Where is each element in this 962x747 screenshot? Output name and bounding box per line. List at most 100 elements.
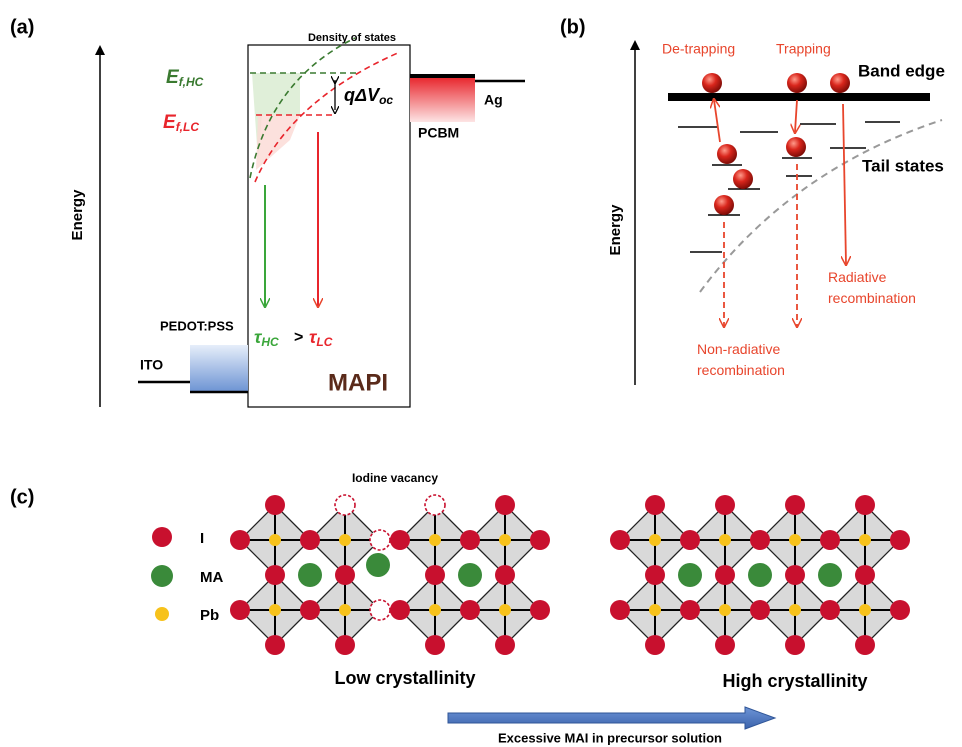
iodine-atom <box>680 600 700 620</box>
low-label: Low crystallinity <box>334 668 475 688</box>
pb-atom <box>719 604 731 616</box>
pb-atom <box>339 534 351 546</box>
panel-c: (c) I MA Pb Iodine vacancy Low crystalli… <box>10 471 868 745</box>
ito-label: ITO <box>140 357 163 373</box>
iodine-atom <box>300 600 320 620</box>
iodine-atom <box>495 565 515 585</box>
ma-molecule <box>748 563 772 587</box>
iodine-atom <box>680 530 700 550</box>
iodine-atom <box>785 565 805 585</box>
iodine-atom <box>390 530 410 550</box>
iodine-atom <box>425 635 445 655</box>
pcbm-band <box>410 77 475 122</box>
pb-atom <box>859 534 871 546</box>
pb-atom <box>859 604 871 616</box>
iodine-atom <box>230 600 250 620</box>
iodine-atom <box>890 530 910 550</box>
vacancy-label: Iodine vacancy <box>352 471 438 485</box>
ma-molecule <box>366 553 390 577</box>
pcbm-label: PCBM <box>418 125 459 141</box>
panel-label: (c) <box>10 486 34 508</box>
iodine-vacancy <box>369 529 391 551</box>
trap-label: Trapping <box>776 41 831 57</box>
iodine-vacancy <box>424 494 446 516</box>
detrap-arrow <box>714 100 721 143</box>
pedot-band <box>190 345 248 392</box>
legend-label: I <box>200 530 204 547</box>
tail-label: Tail states <box>862 156 944 175</box>
panel-b: (b) Energy De-trapping Trapping Band edg… <box>560 16 945 385</box>
pb-atom <box>269 604 281 616</box>
arrow-label: Excessive MAI in precursor solution <box>498 730 722 745</box>
iodine-atom <box>495 635 515 655</box>
pb-atom <box>429 604 441 616</box>
iodine-atom <box>495 495 515 515</box>
iodine-atom <box>715 495 735 515</box>
iodine-atom <box>265 495 285 515</box>
iodine-atom <box>610 600 630 620</box>
iodine-atom <box>890 600 910 620</box>
legend-pb <box>155 607 169 621</box>
iodine-atom <box>460 530 480 550</box>
ma-molecule <box>678 563 702 587</box>
iodine-atom <box>335 635 355 655</box>
tail-levels <box>678 121 900 253</box>
iodine-atom <box>265 565 285 585</box>
iodine-atom <box>335 565 355 585</box>
tail-curve <box>699 119 943 293</box>
lattices <box>230 494 910 655</box>
panel-label: (b) <box>560 16 586 38</box>
pb-atom <box>429 534 441 546</box>
iodine-atom <box>820 530 840 550</box>
iodine-atom <box>265 635 285 655</box>
shade-hc <box>252 73 300 160</box>
tau-lc: τLC <box>309 327 333 349</box>
compare: > <box>294 329 303 346</box>
tau-hc: τHC <box>254 327 279 349</box>
iodine-atom <box>390 600 410 620</box>
iodine-atom <box>230 530 250 550</box>
iodine-atom <box>855 635 875 655</box>
nonrad-label: Non-radiative recombination <box>697 341 785 378</box>
pb-atom <box>269 534 281 546</box>
iodine-atom <box>530 600 550 620</box>
iodine-atom <box>530 530 550 550</box>
pedot-label: PEDOT:PSS <box>160 318 234 333</box>
iodine-atom <box>460 600 480 620</box>
iodine-atom <box>645 495 665 515</box>
iodine-atom <box>820 600 840 620</box>
iodine-atom <box>645 635 665 655</box>
legend-label: MA <box>200 569 223 586</box>
ef-hc: Ef,HC <box>166 67 204 89</box>
pb-atom <box>649 604 661 616</box>
axis-label: Energy <box>69 189 86 241</box>
pb-atom <box>499 534 511 546</box>
iodine-atom <box>785 495 805 515</box>
pb-atom <box>789 604 801 616</box>
iodine-atom <box>855 495 875 515</box>
radiative-arrow <box>843 103 846 264</box>
detrap-label: De-trapping <box>662 41 735 57</box>
iodine-atom <box>645 565 665 585</box>
ma-molecule <box>298 563 322 587</box>
iodine-atom <box>855 565 875 585</box>
iodine-atom <box>715 565 735 585</box>
pb-atom <box>499 604 511 616</box>
ag-label: Ag <box>484 92 503 108</box>
trap-arrow <box>795 99 797 132</box>
iodine-atom <box>785 635 805 655</box>
iodine-atom <box>715 635 735 655</box>
mapi-label: MAPI <box>328 369 388 396</box>
carriers <box>702 73 850 215</box>
iodine-vacancy <box>369 599 391 621</box>
ma-molecule <box>458 563 482 587</box>
high-label: High crystallinity <box>722 671 867 691</box>
panel-label: (a) <box>10 16 34 38</box>
dos-label: Density of states <box>308 32 396 44</box>
ef-lc: Ef,LC <box>163 112 199 134</box>
dos-curve-lc <box>254 51 401 183</box>
pb-atom <box>339 604 351 616</box>
pb-atom <box>789 534 801 546</box>
band-edge-label: Band edge <box>858 61 945 80</box>
